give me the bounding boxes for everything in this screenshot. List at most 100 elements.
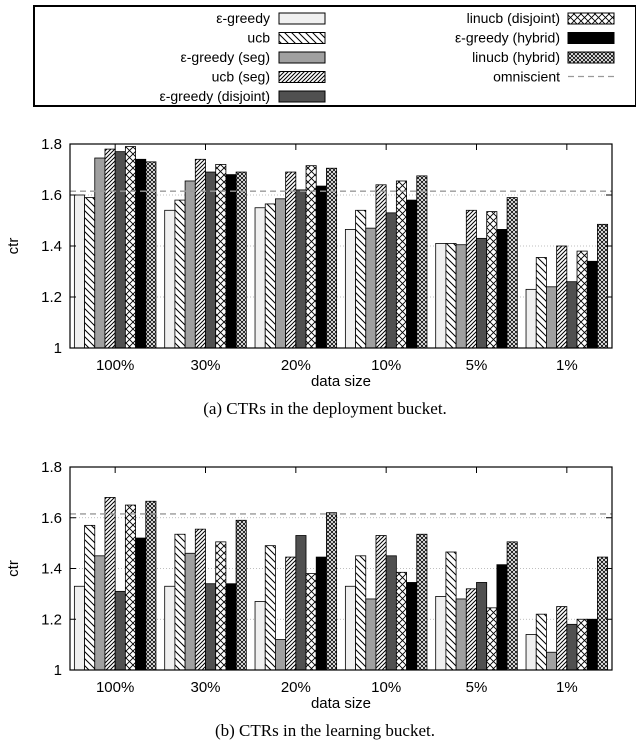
y-tick-label: 1 [54, 662, 62, 679]
bar-epsilon-greedy-disjoint-5 [476, 237, 488, 349]
legend-frame [33, 5, 636, 107]
bar-linucb-disjoint-1 [576, 618, 588, 671]
bar-epsilon-greedy-5 [435, 596, 447, 671]
x-tick-label: 30% [190, 357, 220, 374]
x-tick-label: 20% [281, 679, 311, 696]
bar-linucb-disjoint-20 [305, 573, 317, 671]
bar-epsilon-greedy-disjoint-1 [566, 281, 578, 349]
x-tick-label: 5% [466, 679, 488, 696]
bar-linucb-hybrid-30 [235, 519, 247, 671]
bar-epsilon-greedy-30 [164, 585, 176, 671]
bar-ucb-seg-5 [465, 209, 477, 349]
bar-epsilon-greedy-hybrid-5 [496, 564, 508, 671]
x-axis-label: data size [311, 695, 371, 712]
bar-epsilon-greedy-disjoint-5 [476, 582, 488, 671]
bar-linucb-hybrid-10 [416, 175, 428, 349]
legend-label-ucb-seg: ucb (seg) [212, 69, 270, 85]
bar-ucb-seg-30 [194, 528, 206, 671]
bar-ucb-seg-10 [375, 535, 387, 671]
legend-swatch-epsilon-greedy [278, 12, 326, 25]
bar-epsilon-greedy-seg-20 [275, 639, 287, 671]
bar-ucb-1 [535, 257, 547, 349]
x-tick-label: 100% [96, 679, 134, 696]
bar-linucb-hybrid-30 [235, 171, 247, 349]
chart-caption: (a) CTRs in the deployment bucket. [203, 399, 447, 418]
x-tick-label: 1% [556, 679, 578, 696]
bar-linucb-hybrid-100 [145, 500, 157, 671]
bar-epsilon-greedy-100 [73, 585, 85, 671]
bar-ucb-seg-20 [285, 171, 297, 349]
bar-epsilon-greedy-seg-5 [455, 244, 467, 349]
bar-linucb-disjoint-5 [486, 211, 498, 349]
legend-label-ucb: ucb [247, 30, 270, 46]
bar-epsilon-greedy-disjoint-10 [385, 555, 397, 671]
bar-epsilon-greedy-seg-30 [184, 552, 196, 671]
legend-swatch-epsilon-greedy-hybrid [567, 32, 615, 44]
bar-epsilon-greedy-disjoint-20 [295, 189, 307, 349]
bar-epsilon-greedy-100 [73, 194, 85, 349]
bar-epsilon-greedy-hybrid-30 [225, 583, 237, 671]
legend-label-epsilon-greedy: ε-greedy [216, 10, 270, 26]
bar-ucb-5 [445, 551, 457, 671]
bar-epsilon-greedy-5 [435, 243, 447, 349]
bar-ucb-seg-1 [556, 606, 568, 671]
bar-epsilon-greedy-seg-1 [546, 651, 558, 671]
bar-ucb-seg-5 [465, 588, 477, 671]
chart-deployment-bucket: 1 1.2 1.4 1.6 1.8 100% 30% 20% 10% 5% 1% ctr data … [5, 136, 613, 418]
x-tick-label: 1% [556, 357, 578, 374]
y-tick-label: 1.4 [41, 561, 62, 578]
bar-ucb-20 [264, 545, 276, 671]
bar-linucb-hybrid-20 [326, 512, 338, 671]
bar-ucb-1 [535, 613, 547, 671]
x-tick-label: 100% [96, 357, 134, 374]
legend-label-linucb-disjoint: linucb (disjoint) [467, 10, 560, 26]
x-axis-label: data size [311, 373, 371, 390]
legend-label-epsilon-greedy-disjoint: ε-greedy (disjoint) [159, 88, 270, 104]
bar-linucb-hybrid-1 [597, 223, 609, 349]
legend-swatch-ucb [278, 32, 326, 44]
bar-epsilon-greedy-hybrid-20 [315, 185, 327, 349]
bar-epsilon-greedy-hybrid-10 [406, 199, 418, 349]
bar-ucb-seg-10 [375, 184, 387, 349]
bar-epsilon-greedy-hybrid-30 [225, 174, 237, 349]
bar-ucb-seg-100 [104, 497, 116, 671]
bar-epsilon-greedy-10 [344, 229, 356, 349]
bar-epsilon-greedy-hybrid-1 [586, 618, 598, 671]
bar-linucb-disjoint-100 [124, 146, 136, 349]
y-tick-label: 1.6 [41, 187, 62, 204]
bar-epsilon-greedy-hybrid-1 [586, 260, 598, 349]
bar-linucb-hybrid-20 [326, 167, 338, 349]
bar-epsilon-greedy-disjoint-20 [295, 535, 307, 671]
bar-ucb-5 [445, 243, 457, 349]
legend-swatch-linucb-disjoint [567, 12, 615, 25]
bar-ucb-100 [84, 197, 96, 349]
legend-label-epsilon-greedy-hybrid: ε-greedy (hybrid) [455, 30, 560, 46]
y-tick-label: 1.2 [41, 289, 62, 306]
bar-epsilon-greedy-1 [525, 634, 537, 671]
legend-label-omniscient: omniscient [493, 69, 560, 85]
bar-epsilon-greedy-disjoint-30 [205, 171, 217, 349]
chart-learning-bucket: 1 1.2 1.4 1.6 1.8 100% 30% 20% 10% 5% 1% ctr data … [5, 459, 613, 740]
bar-epsilon-greedy-seg-1 [546, 286, 558, 349]
bar-ucb-seg-1 [556, 245, 568, 349]
bar-linucb-disjoint-1 [576, 250, 588, 349]
legend-label-epsilon-greedy-seg: ε-greedy (seg) [181, 49, 271, 65]
bar-epsilon-greedy-10 [344, 585, 356, 671]
bar-ucb-seg-30 [194, 158, 206, 349]
legend-label-linucb-hybrid: linucb (hybrid) [472, 49, 560, 65]
bar-ucb-100 [84, 524, 96, 671]
bar-linucb-hybrid-5 [506, 541, 518, 671]
y-tick-label: 1 [54, 340, 62, 357]
bar-ucb-seg-20 [285, 556, 297, 671]
legend-swatch-linucb-hybrid [567, 51, 615, 64]
plot-frame [69, 143, 613, 349]
legend-swatch-ucb-seg [278, 71, 326, 83]
bar-epsilon-greedy-20 [254, 601, 266, 671]
y-tick-label: 1.8 [41, 459, 62, 476]
bar-epsilon-greedy-disjoint-10 [385, 212, 397, 349]
y-tick-label: 1.6 [41, 510, 62, 527]
bar-epsilon-greedy-hybrid-5 [496, 229, 508, 349]
bar-linucb-disjoint-5 [486, 607, 498, 671]
y-tick-label: 1.2 [41, 611, 62, 628]
